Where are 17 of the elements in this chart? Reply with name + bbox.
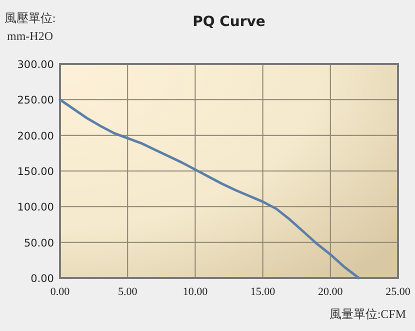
y-tick-label: 50.00: [24, 237, 54, 250]
x-tick-label: 0.00: [50, 286, 70, 298]
x-tick-label: 20.00: [318, 286, 344, 298]
y-tick-label: 200.00: [17, 130, 54, 142]
x-tick-label: 5.00: [118, 286, 138, 298]
x-tick-label: 25.00: [386, 286, 411, 298]
y-tick-label: 100.00: [17, 202, 54, 214]
line-series: [58, 98, 360, 280]
chart-title: PQ Curve: [192, 14, 266, 30]
y-tick-label: 250.00: [17, 94, 54, 107]
x-tick-label: 10.00: [182, 286, 208, 298]
x-axis-title: 風量單位:CFM: [329, 307, 406, 321]
y-tick-label: 150.00: [17, 166, 54, 178]
y-axis-title: 風壓單位: mm-H2O: [4, 11, 56, 43]
y-tick-label: 300.00: [17, 59, 54, 71]
x-tick-label: 15.00: [250, 286, 276, 298]
y-tick-label: 0.00: [30, 273, 54, 285]
